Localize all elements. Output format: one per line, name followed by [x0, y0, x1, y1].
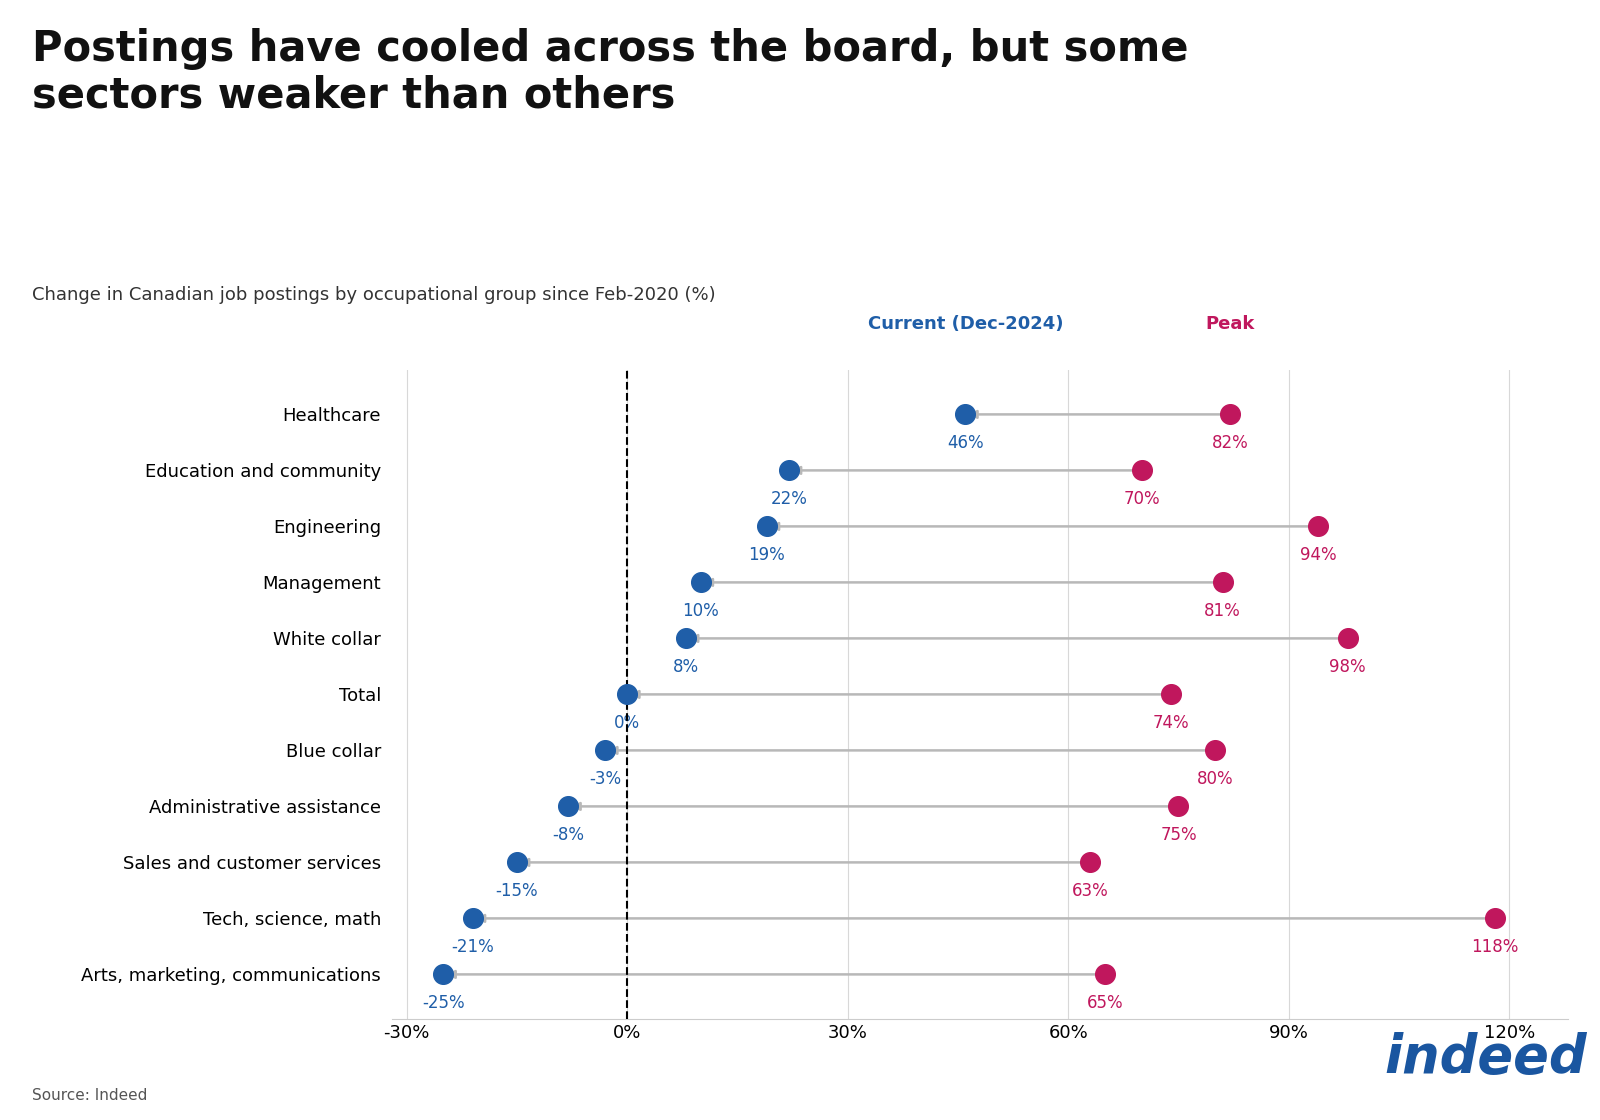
- Text: Current (Dec-2024): Current (Dec-2024): [867, 315, 1062, 334]
- Text: 8%: 8%: [674, 659, 699, 676]
- Point: [754, 517, 779, 535]
- Text: 98%: 98%: [1330, 659, 1366, 676]
- Point: [504, 853, 530, 871]
- Text: 22%: 22%: [771, 491, 808, 508]
- Text: 0%: 0%: [614, 715, 640, 732]
- Text: 70%: 70%: [1123, 491, 1160, 508]
- Text: 75%: 75%: [1160, 827, 1197, 844]
- Point: [1203, 741, 1229, 759]
- Text: Postings have cooled across the board, but some
sectors weaker than others: Postings have cooled across the board, b…: [32, 28, 1189, 116]
- Point: [674, 629, 699, 647]
- Text: Change in Canadian job postings by occupational group since Feb-2020 (%): Change in Canadian job postings by occup…: [32, 286, 715, 304]
- Text: 118%: 118%: [1470, 939, 1518, 956]
- Point: [555, 797, 581, 815]
- Text: -25%: -25%: [422, 995, 464, 1012]
- Text: Source: Indeed: Source: Indeed: [32, 1089, 147, 1103]
- Point: [1166, 797, 1192, 815]
- Point: [776, 461, 802, 479]
- Text: 19%: 19%: [749, 547, 786, 564]
- Text: 82%: 82%: [1211, 435, 1248, 452]
- Point: [461, 909, 486, 927]
- Text: Peak: Peak: [1205, 315, 1254, 334]
- Text: -21%: -21%: [451, 939, 494, 956]
- Point: [614, 685, 640, 703]
- Point: [592, 741, 618, 759]
- Text: 74%: 74%: [1152, 715, 1189, 732]
- Text: 46%: 46%: [947, 435, 984, 452]
- Point: [430, 965, 456, 983]
- Point: [1130, 461, 1155, 479]
- Point: [1158, 685, 1184, 703]
- Text: indeed: indeed: [1384, 1033, 1587, 1084]
- Point: [1093, 965, 1118, 983]
- Point: [1218, 405, 1243, 423]
- Text: -15%: -15%: [496, 883, 538, 900]
- Text: 94%: 94%: [1299, 547, 1336, 564]
- Text: 10%: 10%: [682, 603, 718, 620]
- Point: [952, 405, 978, 423]
- Text: -3%: -3%: [589, 771, 621, 788]
- Point: [1306, 517, 1331, 535]
- Point: [1334, 629, 1360, 647]
- Point: [1482, 909, 1507, 927]
- Point: [1077, 853, 1102, 871]
- Text: -8%: -8%: [552, 827, 584, 844]
- Point: [1210, 573, 1235, 591]
- Text: 63%: 63%: [1072, 883, 1109, 900]
- Text: 81%: 81%: [1205, 603, 1242, 620]
- Text: 65%: 65%: [1086, 995, 1123, 1012]
- Text: 80%: 80%: [1197, 771, 1234, 788]
- Point: [688, 573, 714, 591]
